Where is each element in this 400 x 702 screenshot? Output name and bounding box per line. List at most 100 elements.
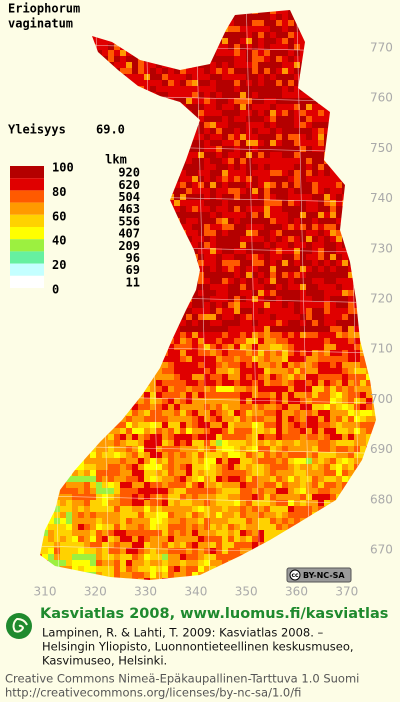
map-cell (180, 284, 186, 290)
map-cell (246, 506, 252, 512)
map-cell (40, 518, 42, 524)
map-cell (306, 476, 312, 482)
map-cell (318, 134, 324, 140)
map-cell (234, 410, 240, 416)
map-cell (162, 50, 168, 56)
map-cell (270, 146, 276, 152)
map-cell (348, 284, 354, 290)
map-cell (348, 26, 354, 32)
map-cell (276, 56, 282, 62)
map-cell (282, 512, 288, 518)
map-cell (120, 434, 126, 440)
map-cell (102, 440, 108, 446)
map-cell (300, 452, 306, 458)
map-cell (40, 332, 42, 338)
map-cell (312, 188, 318, 194)
map-cell (264, 26, 270, 32)
map-cell (108, 356, 114, 362)
map-cell (282, 50, 288, 56)
map-cell (312, 476, 318, 482)
map-cell (348, 110, 354, 116)
map-cell (354, 494, 360, 500)
map-cell (72, 308, 78, 314)
map-cell (342, 170, 348, 176)
map-cell (366, 416, 372, 422)
map-cell (150, 338, 156, 344)
map-cell (252, 260, 258, 266)
map-cell (180, 38, 186, 44)
map-cell (72, 518, 78, 524)
map-cell (156, 44, 162, 50)
map-cell (204, 512, 210, 518)
map-cell (228, 188, 234, 194)
map-cell (246, 86, 252, 92)
map-cell (90, 218, 96, 224)
map-cell (312, 110, 318, 116)
map-cell (60, 374, 66, 380)
map-cell (240, 434, 246, 440)
map-cell (84, 374, 90, 380)
map-cell (360, 380, 366, 386)
map-cell (282, 290, 288, 296)
map-cell (114, 464, 120, 470)
map-cell (294, 350, 300, 356)
map-cell (258, 236, 264, 242)
map-cell (162, 350, 168, 356)
map-cell (210, 482, 216, 488)
map-cell (198, 188, 204, 194)
map-cell (198, 260, 204, 266)
map-cell (66, 134, 72, 140)
map-cell (40, 488, 42, 494)
map-cell (228, 284, 234, 290)
map-cell (66, 188, 72, 194)
map-cell (306, 242, 312, 248)
map-cell (42, 410, 48, 416)
map-cell (252, 104, 258, 110)
map-cell (132, 452, 138, 458)
map-cell (264, 392, 270, 398)
map-cell (108, 224, 114, 230)
map-cell (348, 86, 354, 92)
map-cell (234, 326, 240, 332)
map-cell (72, 56, 78, 62)
map-cell (246, 278, 252, 284)
map-cell (252, 128, 258, 134)
map-cell (156, 104, 162, 110)
map-cell (138, 350, 144, 356)
map-cell (132, 482, 138, 488)
map-cell (372, 512, 376, 518)
map-cell (72, 32, 78, 38)
map-cell (144, 314, 150, 320)
map-cell (342, 338, 348, 344)
map-cell (132, 122, 138, 128)
map-cell (174, 260, 180, 266)
map-cell (294, 38, 300, 44)
map-cell (204, 482, 210, 488)
map-cell (306, 410, 312, 416)
map-cell (312, 518, 318, 524)
map-cell (186, 458, 192, 464)
map-cell (366, 218, 372, 224)
map-cell (288, 80, 294, 86)
map-cell (282, 242, 288, 248)
map-cell (288, 428, 294, 434)
map-cell (54, 140, 60, 146)
map-cell (198, 482, 204, 488)
map-cell (180, 290, 186, 296)
map-cell (198, 176, 204, 182)
map-cell (126, 392, 132, 398)
map-cell (204, 116, 210, 122)
map-cell (312, 62, 318, 68)
map-cell (210, 200, 216, 206)
map-cell (222, 488, 228, 494)
map-cell (240, 104, 246, 110)
map-cell (258, 428, 264, 434)
map-cell (156, 290, 162, 296)
map-cell (264, 254, 270, 260)
map-cell (96, 188, 102, 194)
map-cell (198, 20, 204, 26)
map-cell (138, 440, 144, 446)
map-cell (180, 164, 186, 170)
map-cell (174, 44, 180, 50)
map-cell (318, 230, 324, 236)
